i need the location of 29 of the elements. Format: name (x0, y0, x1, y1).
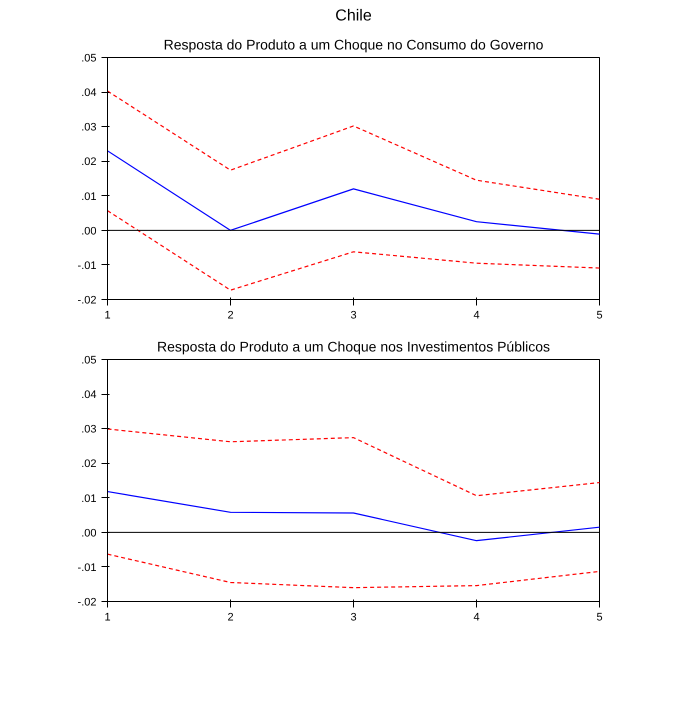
chart-subtitle: Resposta do Produto a um Choque no Consumo do Governo (164, 36, 544, 52)
x-tick-label: 5 (596, 612, 603, 624)
y-tick-label: -.01 (78, 562, 97, 574)
y-tick-label: .03 (81, 424, 97, 436)
chart-title: Resposta do Produto a um Choque nos Investimentos Públicos (157, 338, 550, 354)
x-tick-label: 1 (104, 310, 111, 322)
chart-title: Chile (335, 8, 372, 24)
y-tick-label: .05 (81, 52, 97, 64)
x-tick-label: 3 (350, 310, 357, 322)
y-tick-label: .05 (81, 354, 97, 366)
x-tick-label: 1 (104, 612, 111, 624)
y-tick-label: .04 (81, 87, 97, 100)
x-tick-label: 4 (473, 612, 480, 624)
y-tick-label: -.02 (78, 596, 97, 608)
y-tick-label: .02 (81, 156, 97, 168)
y-tick-label: -.02 (78, 294, 97, 306)
x-tick-label: 4 (473, 310, 480, 322)
x-tick-label: 2 (227, 612, 234, 624)
y-tick-label: -.01 (78, 260, 97, 272)
y-tick-label: .02 (81, 458, 97, 470)
y-tick-label: .01 (81, 492, 97, 505)
y-tick-label: .03 (81, 122, 97, 134)
x-tick-label: 3 (350, 612, 357, 624)
x-tick-label: 5 (596, 310, 603, 322)
y-tick-label: .00 (81, 225, 97, 238)
y-tick-label: .04 (81, 389, 97, 402)
x-tick-label: 2 (227, 310, 234, 322)
y-tick-label: .01 (81, 190, 97, 203)
y-tick-label: .00 (81, 527, 97, 540)
